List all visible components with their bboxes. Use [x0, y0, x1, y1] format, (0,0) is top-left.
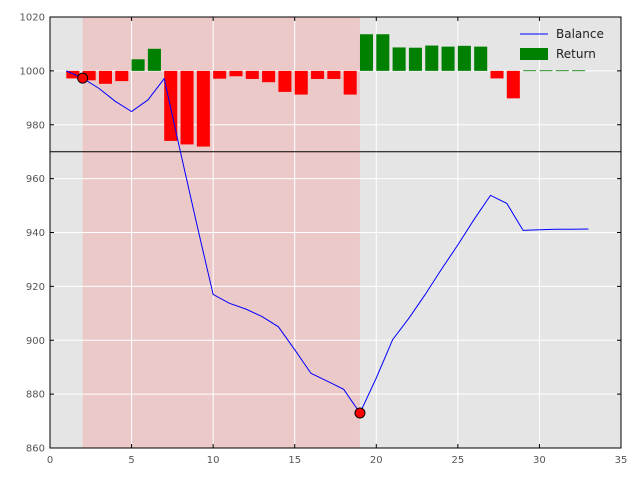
return-bar — [572, 70, 586, 72]
return-bar — [523, 70, 537, 72]
legend-return-swatch — [520, 48, 548, 60]
return-bar — [98, 70, 112, 84]
y-tick-label: 860 — [26, 444, 45, 455]
return-bar — [131, 59, 145, 71]
y-tick-label: 940 — [26, 228, 45, 239]
return-bar — [555, 70, 569, 72]
legend-return-label: Return — [556, 47, 596, 61]
plot-area: 0 5 10 15 20 25 30 35 860 880 900 920 940 960 980 1000 1… — [20, 13, 628, 467]
y-tick-label: 980 — [26, 120, 45, 131]
return-bar — [294, 70, 308, 95]
drawdown-marker — [77, 72, 89, 84]
return-bar — [408, 47, 422, 71]
y-tick-label: 1000 — [20, 66, 45, 77]
x-tick-label: 35 — [615, 455, 628, 466]
return-bar — [229, 70, 243, 77]
return-bar — [311, 70, 325, 79]
return-bar — [147, 48, 161, 71]
y-tick-label: 920 — [26, 282, 45, 293]
return-bar — [392, 47, 406, 71]
x-tick-label: 10 — [207, 455, 220, 466]
return-bar — [115, 70, 129, 82]
return-bar — [441, 46, 455, 71]
return-bar — [359, 34, 374, 71]
return-bar — [539, 70, 553, 72]
return-bar — [506, 70, 520, 99]
return-bar — [82, 70, 96, 81]
return-bar — [262, 70, 276, 83]
y-tick-label: 880 — [26, 390, 45, 401]
x-tick-label: 15 — [288, 455, 301, 466]
return-bar — [457, 45, 471, 71]
return-bar — [213, 70, 227, 79]
legend-balance-label: Balance — [556, 27, 604, 41]
y-tick-label: 900 — [26, 336, 45, 347]
y-tick-label: 960 — [26, 174, 45, 185]
return-bar — [196, 70, 210, 147]
x-tick-label: 20 — [370, 455, 383, 466]
return-bar — [180, 70, 194, 145]
return-bar — [376, 34, 390, 71]
x-tick-label: 5 — [128, 455, 134, 466]
return-bar — [343, 70, 357, 95]
y-tick-label: 1020 — [20, 13, 45, 24]
return-bar — [474, 46, 488, 71]
drawdown-marker — [354, 407, 366, 419]
x-tick-label: 0 — [47, 455, 53, 466]
x-tick-label: 30 — [533, 455, 546, 466]
return-bar — [245, 70, 259, 79]
return-bar — [327, 70, 341, 79]
return-bar — [278, 70, 292, 92]
return-bar — [425, 45, 439, 71]
return-bar — [66, 70, 80, 79]
balance-line — [66, 70, 589, 414]
x-tick-label: 25 — [451, 455, 464, 466]
return-bar — [490, 70, 504, 79]
